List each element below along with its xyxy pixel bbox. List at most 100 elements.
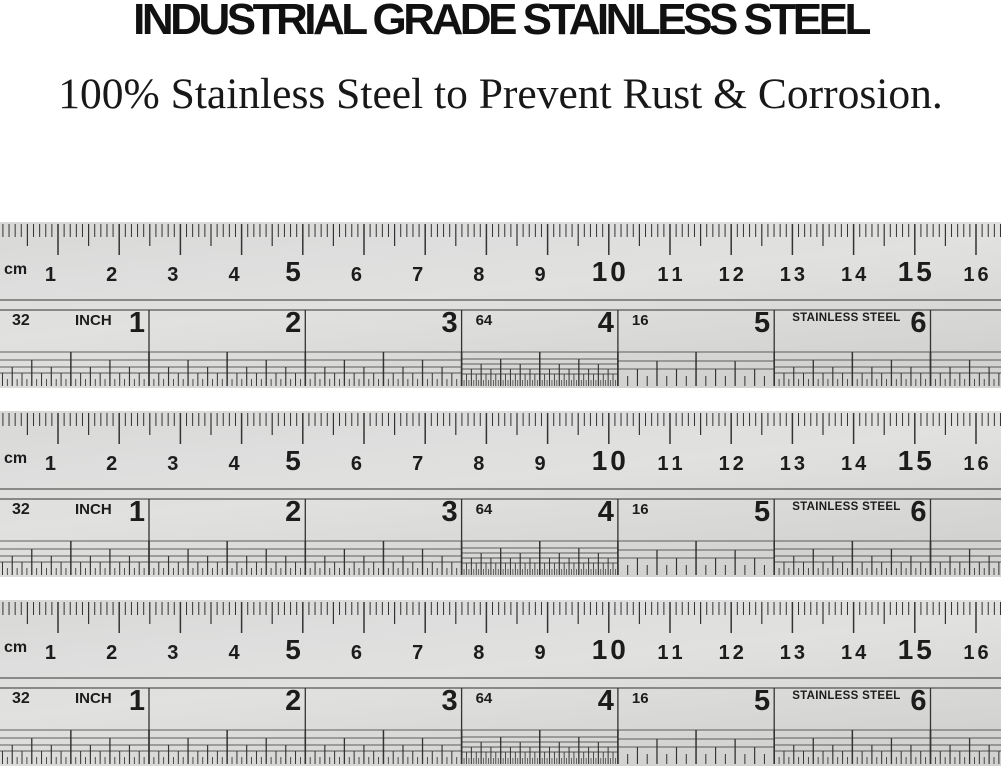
svg-text:1: 1 bbox=[672, 453, 683, 475]
svg-text:1: 1 bbox=[592, 256, 608, 287]
svg-text:2: 2 bbox=[733, 453, 744, 475]
svg-text:32: 32 bbox=[12, 690, 30, 707]
svg-text:4: 4 bbox=[598, 307, 614, 339]
svg-text:1: 1 bbox=[672, 264, 683, 286]
svg-text:STAINLESS STEEL: STAINLESS STEEL bbox=[792, 690, 900, 702]
svg-text:4: 4 bbox=[598, 496, 614, 528]
svg-text:1: 1 bbox=[592, 445, 608, 476]
svg-text:2: 2 bbox=[733, 264, 744, 286]
svg-text:1: 1 bbox=[780, 264, 791, 286]
svg-text:3: 3 bbox=[794, 642, 805, 664]
svg-text:8: 8 bbox=[473, 642, 484, 664]
svg-text:6: 6 bbox=[351, 453, 362, 475]
svg-text:0: 0 bbox=[610, 256, 626, 287]
svg-text:6: 6 bbox=[978, 264, 989, 286]
svg-text:32: 32 bbox=[12, 312, 30, 329]
svg-text:1: 1 bbox=[841, 642, 852, 664]
svg-text:3: 3 bbox=[441, 685, 457, 717]
svg-text:1: 1 bbox=[963, 264, 974, 286]
svg-text:1: 1 bbox=[657, 264, 668, 286]
svg-text:1: 1 bbox=[898, 634, 914, 665]
svg-text:9: 9 bbox=[534, 264, 545, 286]
svg-text:3: 3 bbox=[441, 307, 457, 339]
svg-text:6: 6 bbox=[910, 307, 926, 339]
svg-text:8: 8 bbox=[473, 453, 484, 475]
svg-text:7: 7 bbox=[412, 264, 423, 286]
svg-text:3: 3 bbox=[167, 453, 178, 475]
svg-text:4: 4 bbox=[855, 453, 867, 475]
svg-text:1: 1 bbox=[963, 642, 974, 664]
svg-text:5: 5 bbox=[916, 634, 932, 665]
svg-text:64: 64 bbox=[476, 312, 493, 329]
svg-text:2: 2 bbox=[733, 642, 744, 664]
svg-text:1: 1 bbox=[898, 445, 914, 476]
svg-text:1: 1 bbox=[45, 642, 56, 664]
svg-text:6: 6 bbox=[978, 642, 989, 664]
svg-text:INCH: INCH bbox=[75, 312, 112, 329]
svg-text:4: 4 bbox=[228, 642, 240, 664]
svg-text:0: 0 bbox=[610, 445, 626, 476]
svg-text:5: 5 bbox=[285, 634, 301, 665]
svg-text:16: 16 bbox=[632, 312, 649, 329]
svg-text:1: 1 bbox=[129, 496, 145, 528]
svg-text:5: 5 bbox=[754, 307, 770, 339]
svg-text:8: 8 bbox=[473, 264, 484, 286]
svg-text:32: 32 bbox=[12, 501, 30, 518]
svg-text:1: 1 bbox=[780, 453, 791, 475]
svg-text:5: 5 bbox=[754, 496, 770, 528]
svg-text:1: 1 bbox=[719, 264, 730, 286]
svg-text:cm: cm bbox=[4, 450, 27, 467]
svg-text:1: 1 bbox=[592, 634, 608, 665]
svg-text:7: 7 bbox=[412, 642, 423, 664]
svg-text:cm: cm bbox=[4, 261, 27, 278]
svg-text:4: 4 bbox=[598, 685, 614, 717]
svg-text:5: 5 bbox=[285, 445, 301, 476]
svg-text:3: 3 bbox=[794, 453, 805, 475]
svg-text:cm: cm bbox=[4, 639, 27, 656]
svg-text:1: 1 bbox=[780, 642, 791, 664]
svg-text:4: 4 bbox=[228, 264, 240, 286]
svg-text:INCH: INCH bbox=[75, 690, 112, 707]
svg-text:4: 4 bbox=[855, 642, 867, 664]
svg-text:1: 1 bbox=[963, 453, 974, 475]
svg-text:9: 9 bbox=[534, 453, 545, 475]
svg-text:5: 5 bbox=[916, 445, 932, 476]
svg-text:1: 1 bbox=[898, 256, 914, 287]
svg-text:4: 4 bbox=[855, 264, 867, 286]
svg-text:5: 5 bbox=[754, 685, 770, 717]
svg-text:1: 1 bbox=[719, 453, 730, 475]
svg-text:3: 3 bbox=[167, 264, 178, 286]
svg-text:1: 1 bbox=[45, 453, 56, 475]
svg-text:64: 64 bbox=[476, 690, 493, 707]
svg-text:STAINLESS STEEL: STAINLESS STEEL bbox=[792, 501, 900, 513]
svg-text:1: 1 bbox=[657, 453, 668, 475]
svg-text:4: 4 bbox=[228, 453, 240, 475]
svg-text:3: 3 bbox=[167, 642, 178, 664]
svg-text:16: 16 bbox=[632, 690, 649, 707]
svg-text:5: 5 bbox=[916, 256, 932, 287]
svg-text:16: 16 bbox=[632, 501, 649, 518]
svg-text:9: 9 bbox=[534, 642, 545, 664]
svg-text:1: 1 bbox=[45, 264, 56, 286]
svg-text:1: 1 bbox=[841, 264, 852, 286]
svg-text:7: 7 bbox=[412, 453, 423, 475]
svg-text:6: 6 bbox=[351, 264, 362, 286]
svg-text:2: 2 bbox=[285, 496, 301, 528]
svg-text:3: 3 bbox=[441, 496, 457, 528]
svg-text:2: 2 bbox=[106, 642, 117, 664]
svg-text:5: 5 bbox=[285, 256, 301, 287]
svg-text:2: 2 bbox=[285, 685, 301, 717]
svg-text:1: 1 bbox=[129, 307, 145, 339]
svg-text:3: 3 bbox=[794, 264, 805, 286]
svg-text:6: 6 bbox=[910, 496, 926, 528]
svg-text:64: 64 bbox=[476, 501, 493, 518]
svg-text:2: 2 bbox=[106, 264, 117, 286]
svg-text:2: 2 bbox=[285, 307, 301, 339]
svg-text:0: 0 bbox=[610, 634, 626, 665]
svg-text:1: 1 bbox=[672, 642, 683, 664]
svg-text:2: 2 bbox=[106, 453, 117, 475]
svg-text:6: 6 bbox=[910, 685, 926, 717]
svg-text:STAINLESS STEEL: STAINLESS STEEL bbox=[792, 312, 900, 324]
svg-text:1: 1 bbox=[719, 642, 730, 664]
svg-text:INCH: INCH bbox=[75, 501, 112, 518]
